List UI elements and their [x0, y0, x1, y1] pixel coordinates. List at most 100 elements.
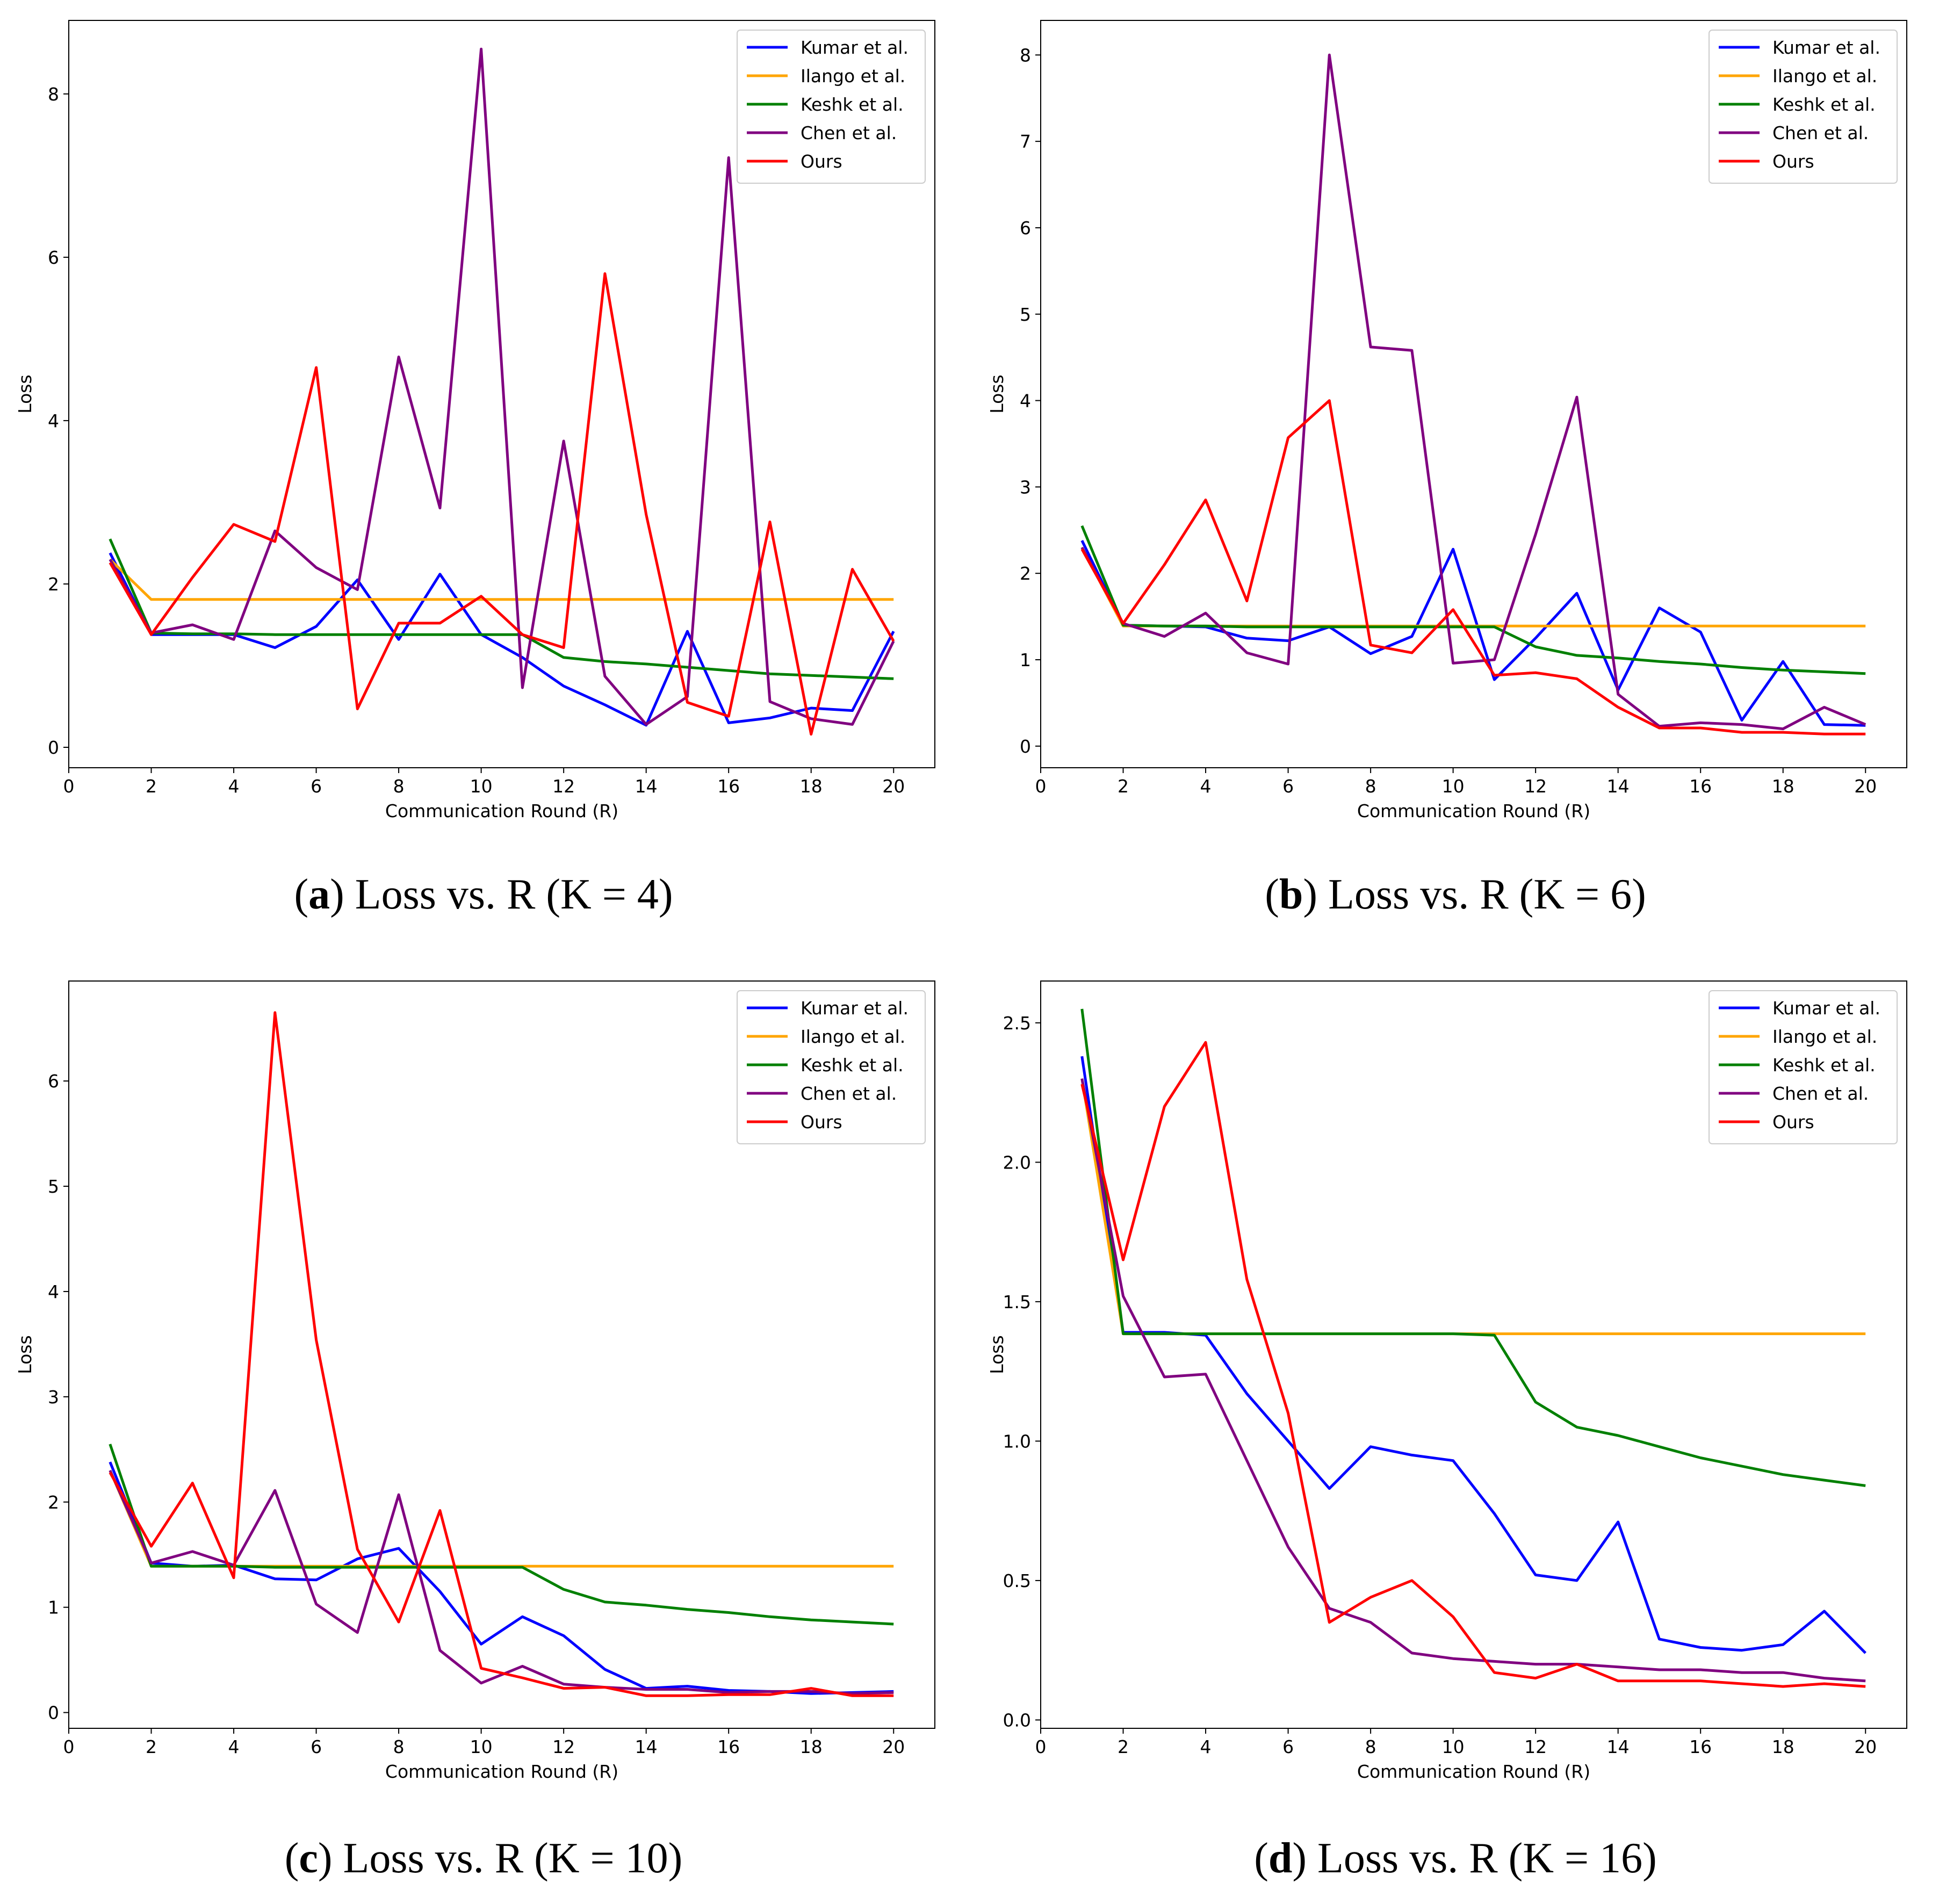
series-line-kumar-et-al: [109, 552, 895, 727]
y-axis-label: Loss: [15, 1335, 35, 1374]
y-tick-label: 0: [48, 737, 59, 758]
panel-b: 0 2 4 6 8 10 12 14 16 18 20 0 1 2 3 4 5 6 7 8 Communication …: [972, 0, 1939, 951]
y-tick-label: 2: [1020, 563, 1031, 584]
x-tick-label: 14: [1607, 776, 1630, 797]
legend-label: Ours: [801, 1112, 842, 1133]
y-tick-label: 1: [1020, 650, 1031, 670]
series-line-ours: [109, 1011, 894, 1697]
plot-frame: [1040, 980, 1907, 1729]
series-line-kumar-et-al: [1080, 1056, 1866, 1654]
y-tick-label: 2.5: [1003, 1013, 1031, 1034]
y-axis-label: Loss: [986, 1335, 1007, 1374]
series-line-ours: [1080, 399, 1866, 735]
x-axis-label: Communication Round (R): [1357, 800, 1590, 821]
y-tick-label: 6: [1020, 218, 1031, 239]
y-tick-label: 0: [48, 1703, 59, 1723]
x-tick-label: 18: [1772, 1736, 1794, 1757]
panel-d: 0 2 4 6 8 10 12 14 16 18 20 0.0 0.5 1.0 1.5 2.0 2.5 Commu…: [972, 953, 1939, 1904]
panel-c: 0 2 4 6 8 10 12 14 16 18 20 0 1 2 3 4 5 6 Communication Ro…: [0, 953, 967, 1904]
plot-frame: [68, 980, 935, 1729]
legend-box: [737, 990, 926, 1144]
x-tick-label: 20: [882, 1736, 905, 1757]
legend-label: Keshk et al.: [801, 1055, 904, 1076]
y-tick-label: 4: [48, 410, 59, 431]
x-tick-label: 2: [1118, 1736, 1129, 1757]
panel-a: 0 2 4 6 8 10 12 14 16 18 20 0 2 4 6 8 Communication Roun…: [0, 0, 967, 951]
series-line-kumar-et-al: [109, 1461, 894, 1695]
x-tick-label: 4: [228, 1736, 240, 1757]
x-tick-label: 14: [635, 776, 658, 797]
caption-letter: d: [1268, 1835, 1293, 1882]
legend-label: Keshk et al.: [801, 94, 904, 115]
x-tick-label: 8: [1365, 1736, 1376, 1757]
caption-letter: c: [299, 1835, 318, 1882]
y-tick-label: 1.5: [1003, 1292, 1031, 1312]
y-tick-label: 0.0: [1003, 1710, 1031, 1730]
x-tick-label: 18: [1772, 776, 1794, 797]
x-tick-label: 0: [1035, 776, 1047, 797]
y-tick-label: 8: [1020, 45, 1031, 66]
legend-label: Ilango et al.: [801, 1026, 905, 1047]
caption-letter: a: [308, 871, 330, 918]
y-tick-label: 8: [48, 84, 59, 105]
caption-text: Loss vs. R (K = 10): [343, 1835, 683, 1882]
x-tick-label: 14: [635, 1736, 658, 1757]
legend-label: Kumar et al.: [801, 37, 909, 58]
caption-text: Loss vs. R (K = 6): [1328, 871, 1646, 918]
x-tick-label: 10: [1442, 776, 1465, 797]
x-tick-label: 6: [1282, 776, 1294, 797]
x-tick-label: 14: [1607, 1736, 1630, 1757]
legend-label: Kumar et al.: [1772, 37, 1880, 58]
x-axis-label: Communication Round (R): [385, 800, 618, 821]
x-tick-label: 20: [1854, 1736, 1877, 1757]
caption-a: (a) Loss vs. R (K = 4): [294, 871, 673, 918]
series-line-ilango-et-al: [109, 558, 894, 601]
legend-label: Ilango et al.: [1772, 66, 1877, 86]
series-line-chen-et-al: [1080, 1078, 1866, 1683]
x-tick-label: 20: [882, 776, 905, 797]
x-tick-label: 12: [1524, 776, 1547, 797]
y-tick-label: 4: [1020, 391, 1031, 412]
caption-text: Loss vs. R (K = 4): [355, 871, 673, 918]
x-tick-label: 8: [1365, 776, 1376, 797]
y-tick-label: 5: [1020, 304, 1031, 325]
x-tick-label: 20: [1854, 776, 1877, 797]
x-tick-label: 0: [63, 1736, 75, 1757]
legend: Kumar et al. Ilango et al. Keshk et al. Che…: [737, 30, 926, 184]
x-tick-label: 16: [1689, 776, 1712, 797]
series-line-keshk-et-al: [109, 538, 894, 680]
legend-box: [1709, 990, 1898, 1144]
series-line-kumar-et-al: [1080, 540, 1866, 727]
x-tick-label: 18: [800, 776, 823, 797]
x-axis-label: Communication Round (R): [385, 1761, 618, 1782]
caption-d: (d) Loss vs. R (K = 16): [1254, 1835, 1657, 1882]
x-tick-label: 2: [1118, 776, 1129, 797]
y-tick-label: 2.0: [1003, 1152, 1031, 1173]
legend-label: Ilango et al.: [1772, 1026, 1877, 1047]
x-tick-label: 4: [228, 776, 240, 797]
legend-label: Kumar et al.: [801, 998, 909, 1019]
caption-text: Loss vs. R (K = 16): [1317, 1835, 1657, 1882]
chart-a: 0 2 4 6 8 10 12 14 16 18 20 0 2 4 6 8 Communication Roun…: [15, 20, 935, 821]
series-line-keshk-et-al: [1080, 525, 1866, 675]
x-tick-label: 6: [311, 1736, 322, 1757]
series-line-ilango-et-al: [109, 1470, 894, 1568]
x-tick-label: 18: [800, 1736, 823, 1757]
x-tick-label: 16: [1689, 1736, 1712, 1757]
legend-label: Kumar et al.: [1772, 998, 1880, 1019]
x-tick-label: 2: [146, 1736, 157, 1757]
y-axis-label: Loss: [15, 374, 35, 413]
x-tick-label: 16: [717, 776, 740, 797]
x-tick-label: 8: [393, 776, 405, 797]
x-tick-label: 0: [1035, 1736, 1047, 1757]
x-tick-label: 12: [552, 1736, 575, 1757]
y-tick-label: 5: [48, 1176, 59, 1197]
y-tick-label: 2: [48, 1492, 59, 1513]
x-tick-label: 12: [552, 776, 575, 797]
legend-label: Ours: [1772, 1112, 1814, 1133]
legend-label: Ilango et al.: [801, 66, 905, 86]
x-tick-label: 12: [1524, 1736, 1547, 1757]
x-tick-label: 4: [1200, 776, 1212, 797]
y-tick-label: 7: [1020, 131, 1031, 152]
